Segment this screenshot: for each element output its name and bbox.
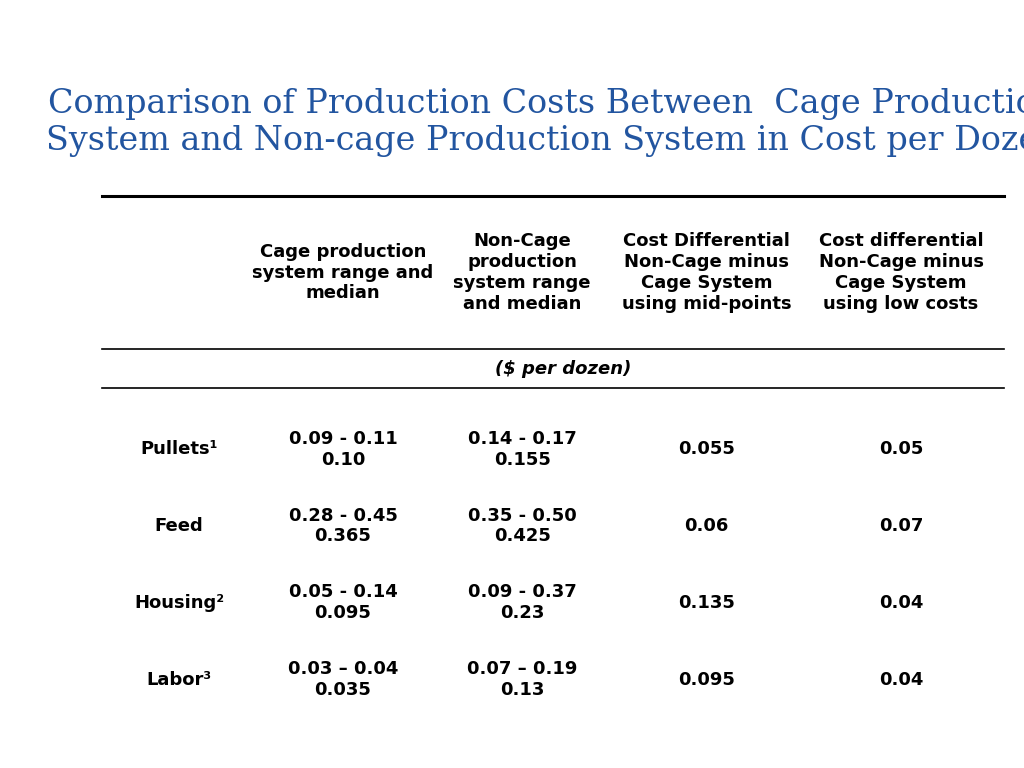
- Text: Cost Differential
Non-Cage minus
Cage System
using mid-points: Cost Differential Non-Cage minus Cage Sy…: [622, 233, 792, 313]
- Text: 0.09 - 0.37
0.23: 0.09 - 0.37 0.23: [468, 584, 577, 622]
- Text: 0.095: 0.095: [678, 670, 735, 689]
- Text: 0.28 - 0.45
0.365: 0.28 - 0.45 0.365: [289, 507, 397, 545]
- Text: 0.04: 0.04: [879, 594, 924, 612]
- Text: 0.07 – 0.19
0.13: 0.07 – 0.19 0.13: [467, 660, 578, 699]
- Text: 0.04: 0.04: [879, 670, 924, 689]
- Text: ($ per dozen): ($ per dozen): [495, 359, 632, 378]
- Text: Housing²: Housing²: [134, 594, 224, 612]
- Text: Feed: Feed: [155, 517, 204, 535]
- Text: 0.055: 0.055: [678, 440, 735, 458]
- Text: Cage production
system range and
median: Cage production system range and median: [252, 243, 434, 303]
- Text: 0.14 - 0.17
0.155: 0.14 - 0.17 0.155: [468, 430, 577, 468]
- Text: 0.07: 0.07: [879, 517, 924, 535]
- Text: 0.05: 0.05: [879, 440, 924, 458]
- Text: 0.09 - 0.11
0.10: 0.09 - 0.11 0.10: [289, 430, 397, 468]
- Text: Non-Cage
production
system range
and median: Non-Cage production system range and med…: [454, 233, 591, 313]
- Text: 0.135: 0.135: [678, 594, 735, 612]
- Text: 0.05 - 0.14
0.095: 0.05 - 0.14 0.095: [289, 584, 397, 622]
- Text: Labor³: Labor³: [146, 670, 212, 689]
- Text: Pullets¹: Pullets¹: [140, 440, 218, 458]
- Text: 0.06: 0.06: [684, 517, 729, 535]
- Text: 0.03 – 0.04
0.035: 0.03 – 0.04 0.035: [288, 660, 398, 699]
- Text: Comparison of Production Costs Between  Cage Production
System and Non-cage Prod: Comparison of Production Costs Between C…: [46, 88, 1024, 157]
- Text: 0.35 - 0.50
0.425: 0.35 - 0.50 0.425: [468, 507, 577, 545]
- Text: Cost differential
Non-Cage minus
Cage System
using low costs: Cost differential Non-Cage minus Cage Sy…: [818, 233, 984, 313]
